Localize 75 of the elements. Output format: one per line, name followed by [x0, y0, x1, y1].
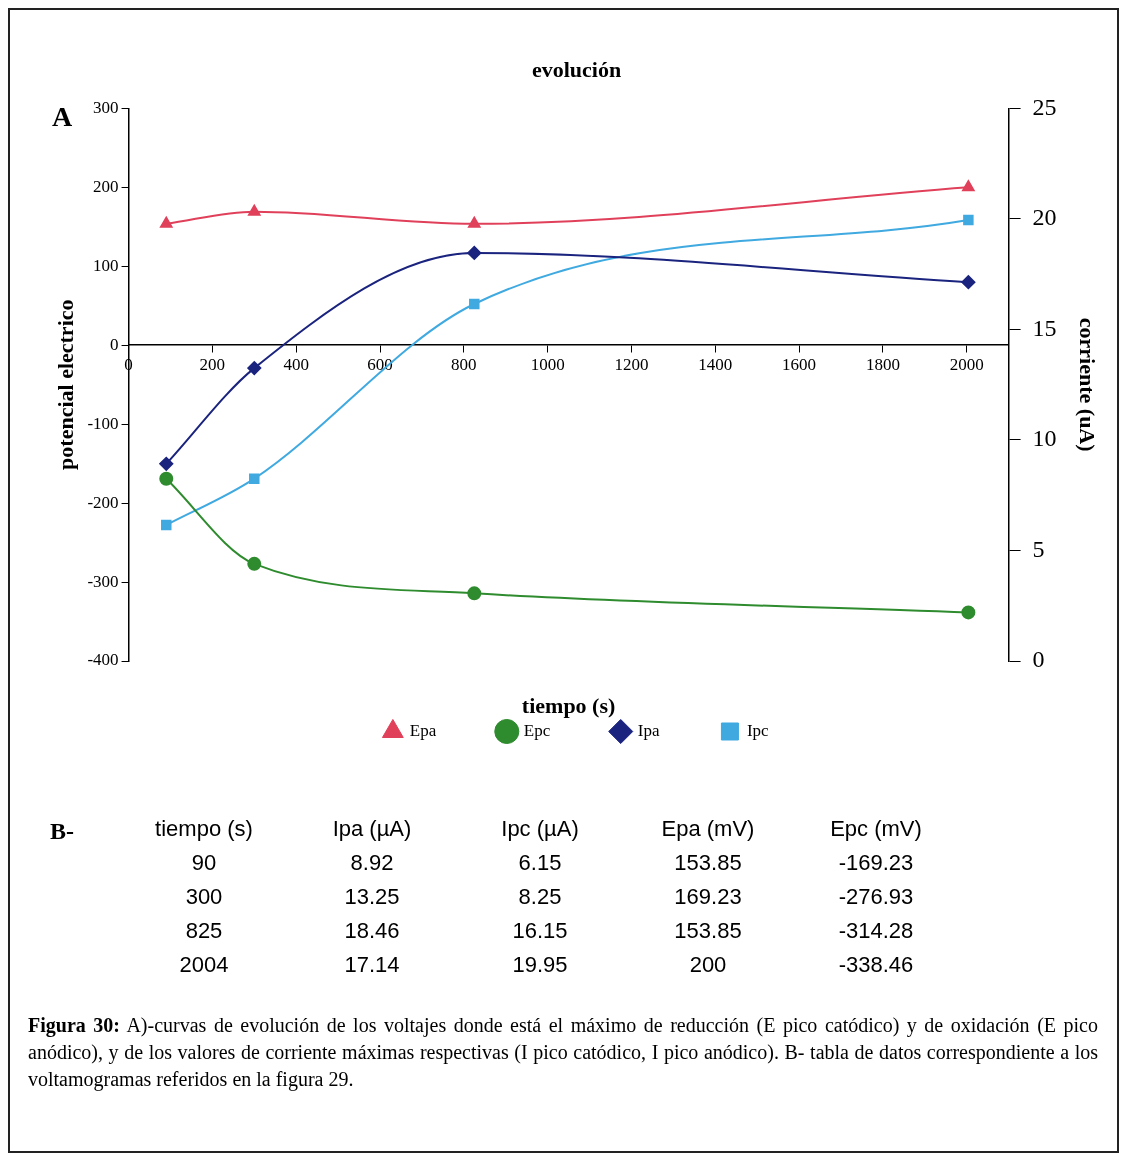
point: [159, 471, 174, 486]
point: [467, 586, 482, 601]
text: 19.95: [511, 951, 569, 979]
y-tick-label: 0: [110, 334, 119, 354]
y-tick-label: -100: [87, 413, 119, 433]
text: 8.25: [517, 883, 563, 911]
legend-label: Ipa: [637, 720, 660, 740]
point: [961, 605, 976, 620]
text: Epa (mV): [660, 815, 756, 843]
y-tick-label: 100: [93, 255, 119, 275]
text: 16.15: [511, 917, 569, 945]
text: 90: [190, 849, 218, 877]
x-tick-label: 2000: [949, 354, 984, 374]
text: 200: [688, 951, 728, 979]
text: -314.28: [837, 917, 915, 945]
text: 153.85: [673, 917, 743, 945]
text: Ipa (µA): [331, 815, 413, 843]
y2-axis-title: corriente (uA): [1075, 317, 1101, 452]
y-tick-label: -400: [87, 650, 119, 670]
text: A: [52, 100, 73, 132]
text: 6.15: [517, 849, 563, 877]
point: [963, 214, 974, 226]
point: [159, 456, 174, 471]
text: B-: [50, 818, 74, 845]
y-axis-title: potencial electrico: [52, 299, 78, 470]
point: [961, 275, 976, 290]
y-tick-label: -200: [87, 492, 119, 512]
legend-label: Epc: [523, 720, 551, 740]
y2-tick-label: 15: [1032, 314, 1057, 341]
chart-title: evolución: [531, 56, 622, 82]
text: Figura 30: A)-curvas de evolución de los voltajes donde está el máximo de reducción (E pico catódico) y de oxidación (E pico anódico), y de los valores de corriente máximas respectivas (I pico catódico, I pico anódico). B- tabla de datos correspondiente a los voltamogramas referidos en la figura 29.: [28, 1013, 1098, 1093]
text: 825: [184, 917, 224, 945]
text: -276.93: [837, 883, 915, 911]
text: Ipc (µA): [500, 815, 580, 843]
x-tick-label: 200: [199, 354, 226, 374]
text: 300: [184, 883, 224, 911]
y2-tick-label: 0: [1032, 646, 1045, 673]
text: 17.14: [343, 951, 401, 979]
y-tick-label: -300: [87, 571, 119, 591]
y-tick-label: 200: [93, 176, 119, 196]
text: 2004: [178, 951, 230, 979]
point: [161, 519, 172, 531]
legend-label: Epa: [409, 720, 437, 740]
text: 18.46: [343, 917, 401, 945]
point: [248, 204, 261, 216]
legend-label: Ipc: [746, 720, 770, 740]
y2-tick-label: 5: [1032, 535, 1045, 562]
point: [962, 180, 975, 192]
text: tiempo (s): [154, 815, 254, 843]
text: -169.23: [837, 849, 915, 877]
x-tick-label: 1000: [530, 354, 565, 374]
x-tick-label: 800: [451, 354, 477, 374]
text: 8.92: [349, 849, 395, 877]
point: [468, 216, 481, 228]
x-tick-label: 1800: [865, 354, 900, 374]
x-tick-label: 400: [283, 354, 309, 374]
y2-tick-label: 25: [1032, 93, 1057, 120]
x-axis-title: tiempo (s): [521, 692, 616, 718]
text: -338.46: [837, 951, 915, 979]
point: [467, 245, 482, 260]
x-tick-label: 1600: [782, 354, 817, 374]
text: 169.23: [673, 883, 743, 911]
x-tick-label: 1400: [698, 354, 733, 374]
point: [247, 361, 262, 376]
x-tick-label: 1200: [614, 354, 649, 374]
point: [249, 473, 260, 484]
point: [469, 298, 480, 310]
y2-tick-label: 20: [1032, 204, 1057, 231]
text: Epc (mV): [829, 815, 923, 843]
y2-tick-label: 10: [1032, 425, 1057, 452]
point: [247, 556, 262, 571]
text: 13.25: [343, 883, 401, 911]
text: 153.85: [673, 849, 743, 877]
point: [160, 216, 173, 228]
y-tick-label: 300: [93, 97, 119, 117]
